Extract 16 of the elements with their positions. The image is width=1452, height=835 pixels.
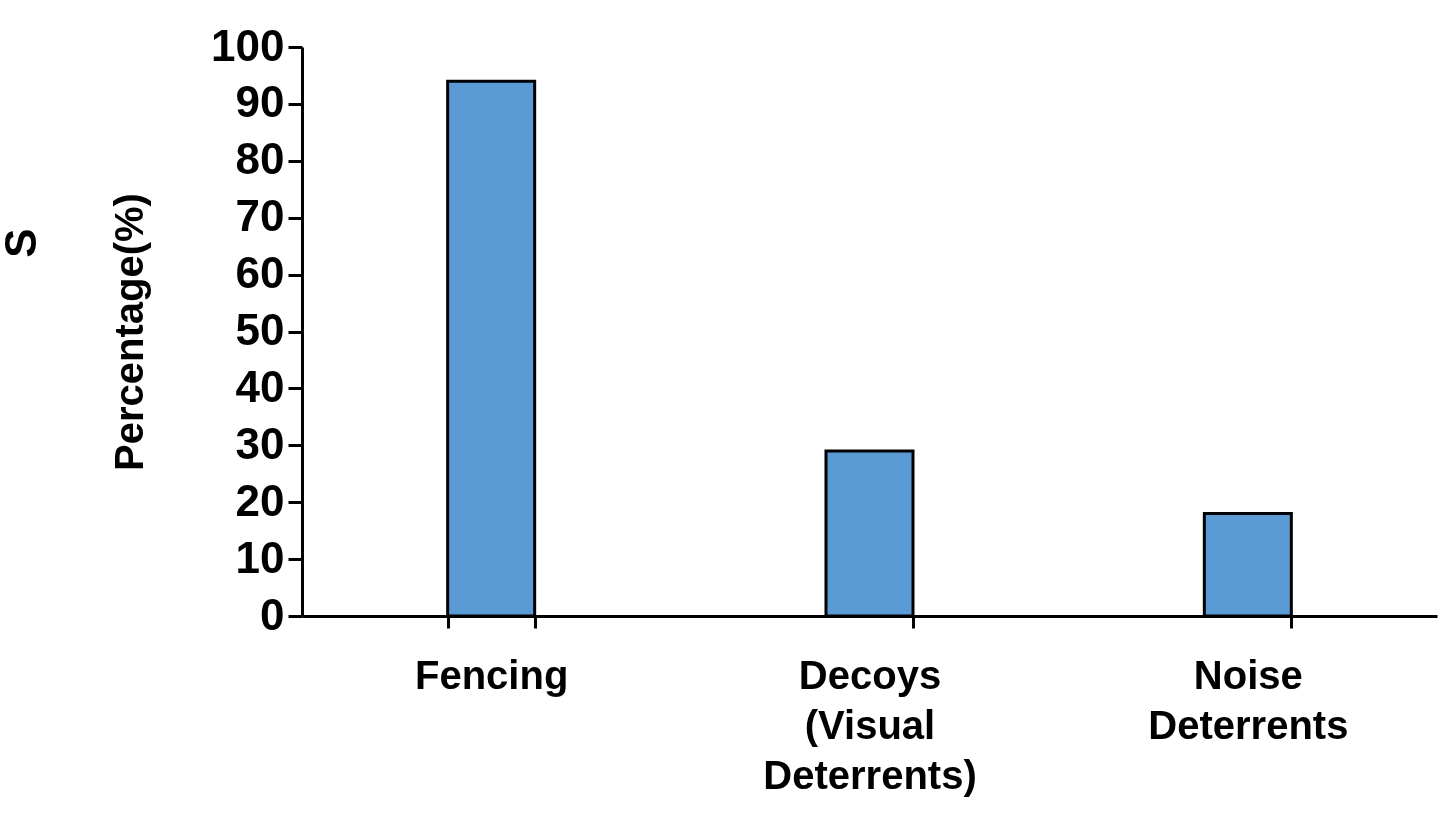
y-tick-label: 80: [235, 134, 285, 184]
x-tick-label: Fencing: [414, 652, 569, 697]
y-tick-label: 40: [235, 361, 285, 411]
y-tick-label: 20: [235, 475, 285, 525]
text: S: [0, 228, 46, 258]
y-tick-label: 50: [235, 305, 285, 354]
x-tick-label: Noise Deterrents: [1148, 652, 1349, 747]
y-tick-label: 70: [235, 191, 285, 241]
x-tick-label: Decoys (Visual Deterrents): [763, 652, 977, 797]
y-tick-label: 10: [235, 532, 285, 582]
y-tick-label: 30: [235, 418, 285, 468]
y-axis-title: Percentage(%): [107, 193, 152, 471]
y-tick-label: 60: [235, 248, 285, 298]
y-tick-label: 100: [211, 20, 285, 70]
y-tick-label: 0: [260, 589, 285, 639]
y-tick-label: 90: [235, 77, 285, 127]
